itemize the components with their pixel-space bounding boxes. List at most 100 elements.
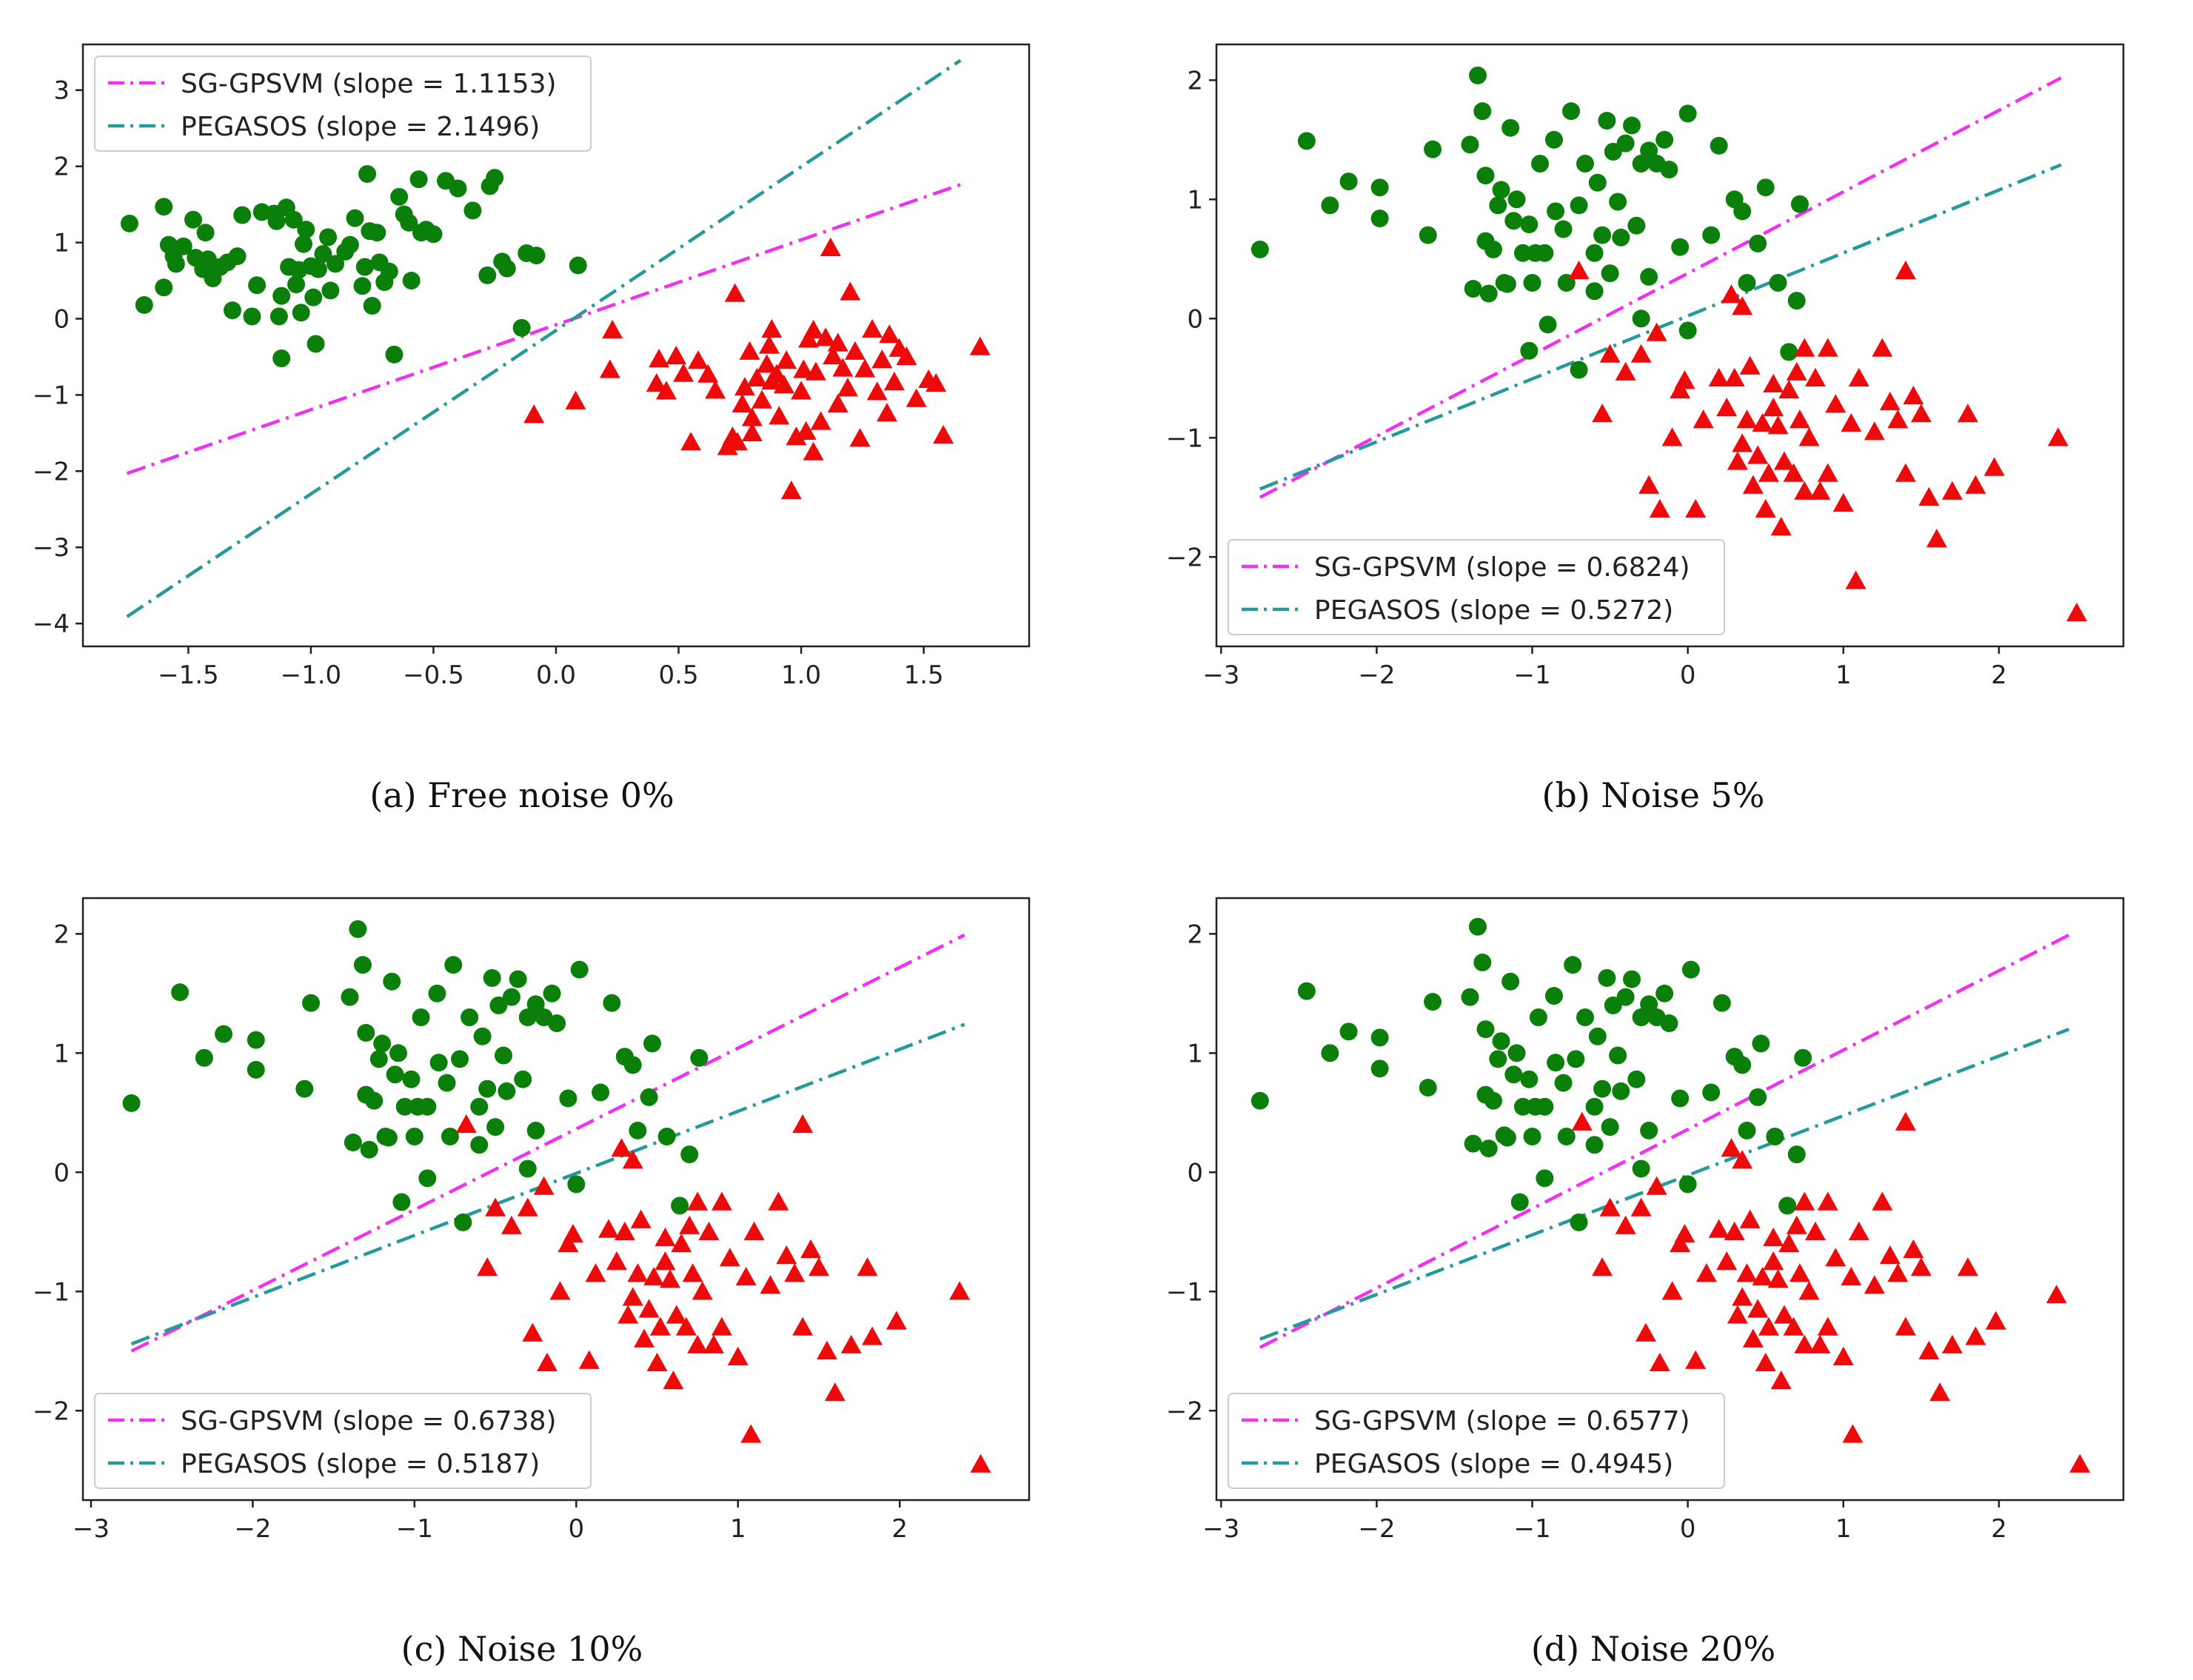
point-circle-a-65 bbox=[449, 179, 467, 198]
point-triangle-c-49 bbox=[800, 1239, 822, 1259]
point-circle-c-23 bbox=[392, 1193, 411, 1211]
point-circle-c-60 bbox=[671, 1197, 689, 1215]
point-circle-c-21 bbox=[395, 1097, 414, 1116]
point-circle-d-28 bbox=[1557, 1127, 1576, 1145]
point-circle-a-41 bbox=[321, 281, 340, 300]
point-circle-d-27 bbox=[1554, 1074, 1573, 1092]
pegasos-line-a bbox=[126, 58, 962, 618]
point-triangle-d-45 bbox=[1872, 1191, 1893, 1211]
point-triangle-a-64 bbox=[803, 319, 824, 339]
point-circle-d-29 bbox=[1564, 956, 1582, 974]
point-circle-d-70 bbox=[1507, 1044, 1526, 1062]
point-triangle-d-10 bbox=[1674, 1223, 1695, 1243]
point-circle-b-30 bbox=[1570, 196, 1588, 215]
point-triangle-a-50 bbox=[871, 349, 893, 369]
point-triangle-a-27 bbox=[769, 406, 790, 425]
point-triangle-a-63 bbox=[879, 324, 900, 344]
point-circle-c-53 bbox=[603, 994, 621, 1012]
point-circle-c-10 bbox=[349, 920, 367, 938]
y-tick-label-d-4: 2 bbox=[1187, 920, 1203, 949]
point-circle-d-41 bbox=[1640, 995, 1658, 1014]
point-circle-c-16 bbox=[373, 1034, 392, 1053]
point-triangle-a-57 bbox=[925, 372, 947, 392]
point-circle-a-59 bbox=[402, 272, 421, 290]
point-circle-d-69 bbox=[1609, 1046, 1627, 1065]
point-circle-d-22 bbox=[1520, 1070, 1539, 1088]
point-triangle-d-22 bbox=[1747, 1299, 1769, 1318]
point-triangle-d-0 bbox=[1571, 1111, 1593, 1131]
point-circle-a-48 bbox=[358, 164, 377, 183]
point-circle-b-58 bbox=[1756, 178, 1775, 197]
point-triangle-a-46 bbox=[849, 428, 871, 447]
point-triangle-c-62 bbox=[687, 1191, 709, 1211]
plot-area-c bbox=[122, 920, 991, 1473]
y-tick-label-b-0: −2 bbox=[1166, 543, 1203, 572]
point-circle-d-49 bbox=[1585, 1136, 1604, 1154]
point-circle-d-62 bbox=[1794, 1048, 1812, 1067]
x-tick-label-c-1: −2 bbox=[234, 1514, 271, 1544]
point-circle-d-6 bbox=[1419, 1078, 1437, 1097]
point-triangle-c-17 bbox=[617, 1305, 639, 1324]
point-circle-c-35 bbox=[489, 996, 508, 1014]
x-tick-label-d-4: 1 bbox=[1835, 1514, 1852, 1544]
point-circle-b-63 bbox=[1476, 232, 1495, 250]
point-triangle-b-0 bbox=[1568, 260, 1590, 280]
point-triangle-b-57 bbox=[1983, 457, 2005, 476]
point-circle-c-65 bbox=[412, 1008, 430, 1026]
point-circle-c-43 bbox=[543, 984, 561, 1003]
point-triangle-a-16 bbox=[727, 432, 749, 451]
point-circle-c-39 bbox=[514, 1070, 532, 1088]
point-triangle-a-36 bbox=[805, 361, 826, 381]
point-circle-d-53 bbox=[1712, 994, 1731, 1012]
sg-gpsvm-line-d bbox=[1259, 933, 2070, 1349]
point-triangle-c-60 bbox=[622, 1150, 643, 1169]
point-triangle-b-12 bbox=[1693, 409, 1714, 429]
point-circle-a-3 bbox=[155, 198, 173, 216]
point-circle-a-39 bbox=[314, 245, 332, 264]
y-tick-label-d-0: −2 bbox=[1166, 1396, 1203, 1426]
point-circle-a-38 bbox=[309, 260, 327, 278]
point-circle-d-0 bbox=[1250, 1091, 1269, 1110]
point-triangle-d-40 bbox=[1832, 1346, 1854, 1366]
point-circle-c-59 bbox=[657, 1127, 676, 1145]
point-triangle-c-27 bbox=[660, 1269, 681, 1288]
point-circle-c-66 bbox=[478, 1080, 497, 1098]
point-circle-a-55 bbox=[385, 345, 404, 364]
point-triangle-a-2 bbox=[599, 359, 620, 378]
point-triangle-d-25 bbox=[1758, 1316, 1779, 1336]
point-triangle-c-23 bbox=[643, 1266, 665, 1286]
point-circle-a-2 bbox=[155, 278, 173, 297]
point-circle-d-35 bbox=[1604, 996, 1622, 1014]
point-triangle-c-1 bbox=[477, 1257, 498, 1276]
point-triangle-b-24 bbox=[1755, 498, 1776, 518]
point-triangle-d-20 bbox=[1739, 1209, 1761, 1228]
y-tick-label-a-7: 3 bbox=[53, 76, 70, 106]
point-circle-d-68 bbox=[1640, 1121, 1658, 1139]
point-circle-c-47 bbox=[418, 1169, 437, 1188]
caption-a: (a) Free noise 0% bbox=[369, 775, 674, 815]
point-triangle-b-2 bbox=[1599, 344, 1621, 363]
point-triangle-c-63 bbox=[711, 1316, 732, 1336]
point-circle-c-27 bbox=[438, 1074, 456, 1092]
point-triangle-d-21 bbox=[1742, 1328, 1764, 1348]
point-circle-b-36 bbox=[1612, 228, 1630, 247]
point-circle-c-51 bbox=[567, 1175, 586, 1194]
point-circle-a-8 bbox=[184, 210, 202, 229]
point-circle-b-41 bbox=[1640, 141, 1658, 160]
point-triangle-b-23 bbox=[1752, 412, 1773, 432]
sg-gpsvm-line-a bbox=[126, 183, 962, 475]
point-circle-c-3 bbox=[215, 1025, 233, 1043]
point-circle-c-22 bbox=[402, 1070, 421, 1088]
point-triangle-d-12 bbox=[1695, 1263, 1717, 1282]
point-triangle-b-14 bbox=[1716, 398, 1738, 417]
point-triangle-a-31 bbox=[786, 426, 807, 446]
point-circle-c-45 bbox=[570, 960, 589, 979]
point-triangle-a-7 bbox=[666, 345, 687, 365]
point-triangle-d-48 bbox=[1895, 1316, 1916, 1336]
point-circle-a-42 bbox=[327, 255, 345, 273]
point-circle-b-29 bbox=[1562, 102, 1581, 121]
point-triangle-b-48 bbox=[1895, 463, 1916, 482]
point-triangle-b-17 bbox=[1727, 451, 1748, 470]
point-triangle-d-19 bbox=[1736, 1263, 1758, 1282]
point-triangle-c-36 bbox=[698, 1221, 720, 1240]
